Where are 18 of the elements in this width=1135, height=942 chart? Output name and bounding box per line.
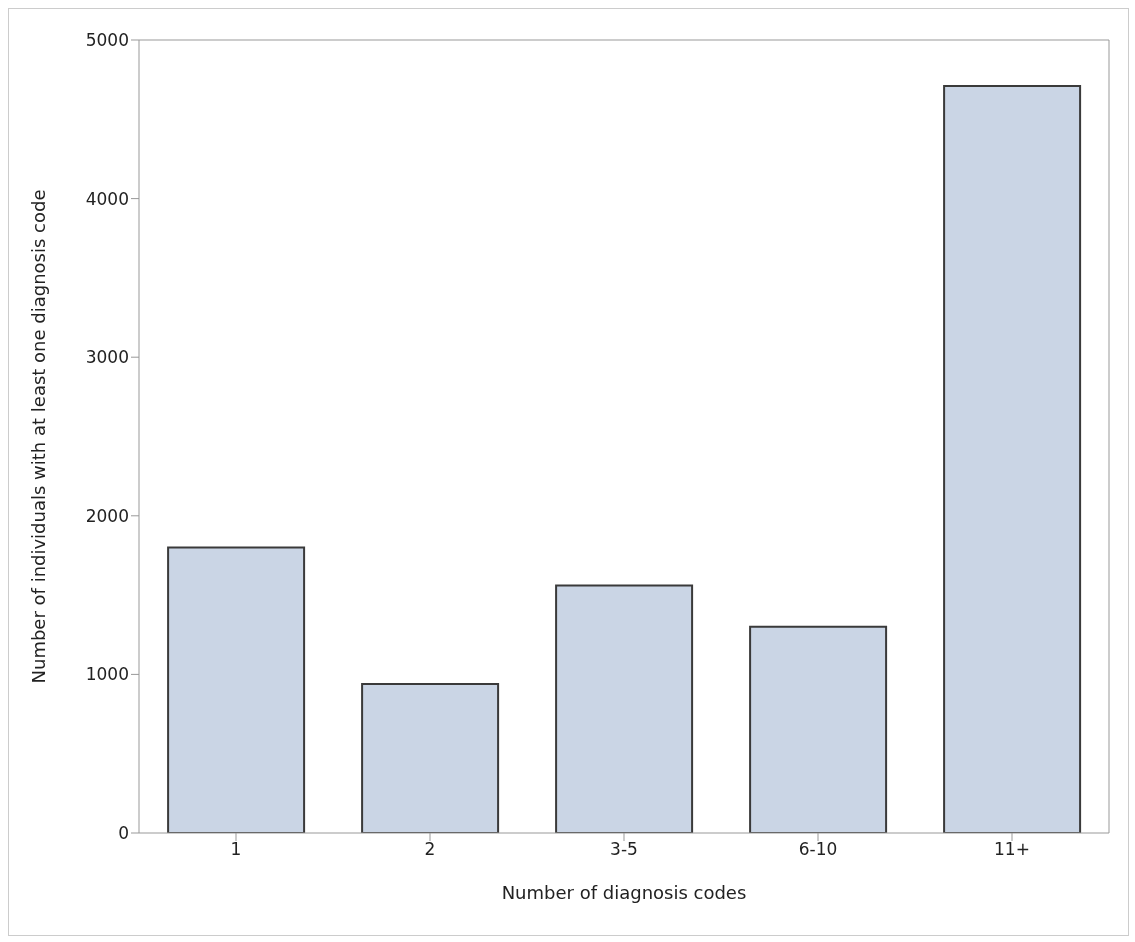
x-tick-label: 1 (230, 839, 242, 860)
x-tick-label: 11+ (994, 839, 1030, 860)
y-tick-label: 2000 (85, 505, 129, 526)
x-tick-label: 6-10 (798, 839, 838, 860)
y-tick-label: 4000 (85, 188, 129, 209)
x-tick-label: 3-5 (610, 839, 638, 860)
x-tick-label: 2 (424, 839, 436, 860)
y-tick-label: 0 (118, 823, 129, 844)
y-tick-label: 5000 (85, 30, 129, 51)
bar (555, 584, 694, 833)
y-tick-label: 1000 (85, 664, 129, 685)
bar (361, 682, 500, 833)
y-tick-label: 3000 (85, 347, 129, 368)
bar (167, 546, 306, 833)
bar (749, 625, 888, 833)
x-axis-title: Number of diagnosis codes (501, 882, 747, 903)
y-axis-title: Number of individuals with at least one diagnosis code (28, 189, 50, 684)
bar (943, 84, 1082, 833)
